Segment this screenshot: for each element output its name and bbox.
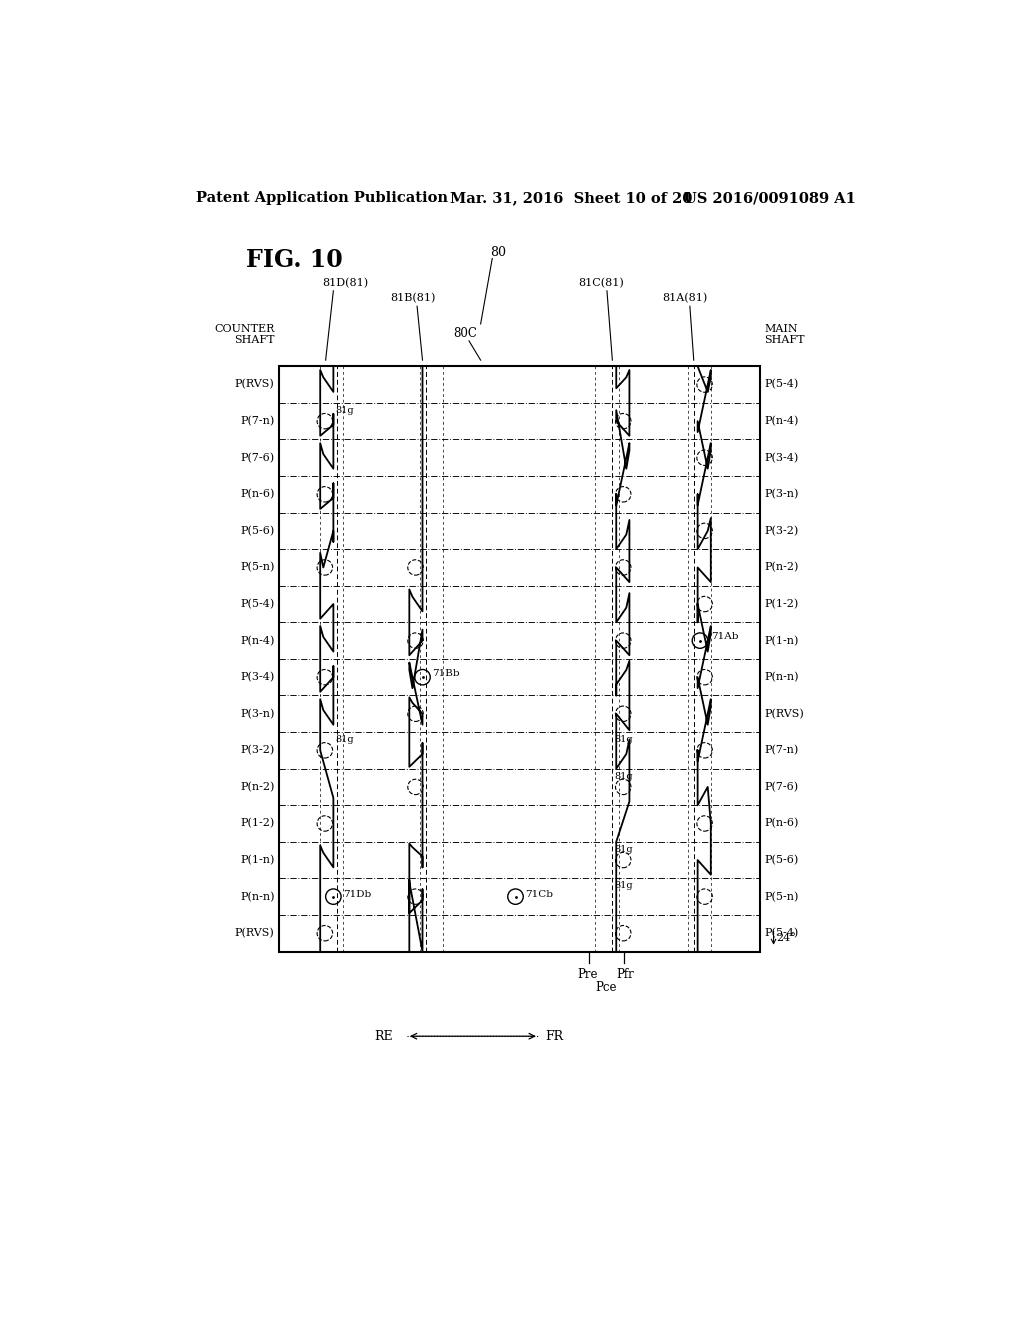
Bar <box>280 367 760 952</box>
Text: P(5-n): P(5-n) <box>240 562 274 573</box>
Text: P(n-2): P(n-2) <box>240 781 274 792</box>
Text: P(1-n): P(1-n) <box>764 635 799 645</box>
Text: P(RVS): P(RVS) <box>234 928 274 939</box>
Text: P(RVS): P(RVS) <box>764 709 804 719</box>
Text: 81g: 81g <box>614 845 633 854</box>
Text: P(3-4): P(3-4) <box>764 453 799 463</box>
Text: 80C: 80C <box>454 327 477 341</box>
Text: 81g: 81g <box>614 735 633 744</box>
Text: 81g: 81g <box>336 407 354 414</box>
Text: 71Bb: 71Bb <box>432 669 460 678</box>
Text: P(n-n): P(n-n) <box>764 672 799 682</box>
Text: P(n-n): P(n-n) <box>240 891 274 902</box>
Text: 81g: 81g <box>614 882 633 891</box>
Text: P(5-4): P(5-4) <box>241 599 274 610</box>
Text: P(n-4): P(n-4) <box>240 635 274 645</box>
Text: P(1-2): P(1-2) <box>764 599 799 610</box>
Text: P(3-2): P(3-2) <box>764 525 799 536</box>
Text: 81g: 81g <box>614 772 633 780</box>
Text: P(7-6): P(7-6) <box>764 781 799 792</box>
Text: 81B(81): 81B(81) <box>390 293 436 304</box>
Text: P(n-6): P(n-6) <box>764 818 799 829</box>
Text: 71Ab: 71Ab <box>711 632 738 642</box>
Text: 81A(81): 81A(81) <box>662 293 708 304</box>
Text: SHAFT: SHAFT <box>764 335 805 345</box>
Text: 81g: 81g <box>336 735 354 744</box>
Text: P(5-6): P(5-6) <box>241 525 274 536</box>
Text: P(5-n): P(5-n) <box>764 891 799 902</box>
Text: P(5-6): P(5-6) <box>764 855 799 865</box>
Text: P(n-6): P(n-6) <box>240 490 274 499</box>
Text: 80: 80 <box>490 246 507 259</box>
Text: P(3-2): P(3-2) <box>241 746 274 755</box>
Text: P(1-2): P(1-2) <box>241 818 274 829</box>
Text: RE: RE <box>375 1030 393 1043</box>
Text: P(RVS): P(RVS) <box>234 379 274 389</box>
Text: US 2016/0091089 A1: US 2016/0091089 A1 <box>684 191 856 206</box>
Text: P(3-n): P(3-n) <box>240 709 274 719</box>
Text: P(1-n): P(1-n) <box>240 855 274 865</box>
Text: Mar. 31, 2016  Sheet 10 of 20: Mar. 31, 2016 Sheet 10 of 20 <box>450 191 692 206</box>
Text: 81C(81): 81C(81) <box>578 279 624 288</box>
Text: Pce: Pce <box>595 981 616 994</box>
Text: P(7-6): P(7-6) <box>241 453 274 463</box>
Text: FIG. 10: FIG. 10 <box>246 248 343 272</box>
Text: Patent Application Publication: Patent Application Publication <box>197 191 449 206</box>
Text: P(n-2): P(n-2) <box>764 562 799 573</box>
Text: Pre: Pre <box>578 969 598 982</box>
Text: MAIN: MAIN <box>764 323 798 334</box>
Text: P(n-4): P(n-4) <box>764 416 799 426</box>
Text: FR: FR <box>545 1030 563 1043</box>
Text: COUNTER: COUNTER <box>214 323 274 334</box>
Text: 81D(81): 81D(81) <box>322 279 368 288</box>
Text: SHAFT: SHAFT <box>233 335 274 345</box>
Text: P(7-n): P(7-n) <box>764 746 799 755</box>
Text: P(3-4): P(3-4) <box>241 672 274 682</box>
Text: 71Db: 71Db <box>343 890 372 899</box>
Text: P(5-4): P(5-4) <box>764 928 799 939</box>
Text: Pfr: Pfr <box>616 969 635 982</box>
Text: P(3-n): P(3-n) <box>764 490 799 499</box>
Text: P(7-n): P(7-n) <box>241 416 274 426</box>
Text: 24°: 24° <box>776 933 797 942</box>
Text: 71Cb: 71Cb <box>525 890 554 899</box>
Text: P(5-4): P(5-4) <box>764 379 799 389</box>
